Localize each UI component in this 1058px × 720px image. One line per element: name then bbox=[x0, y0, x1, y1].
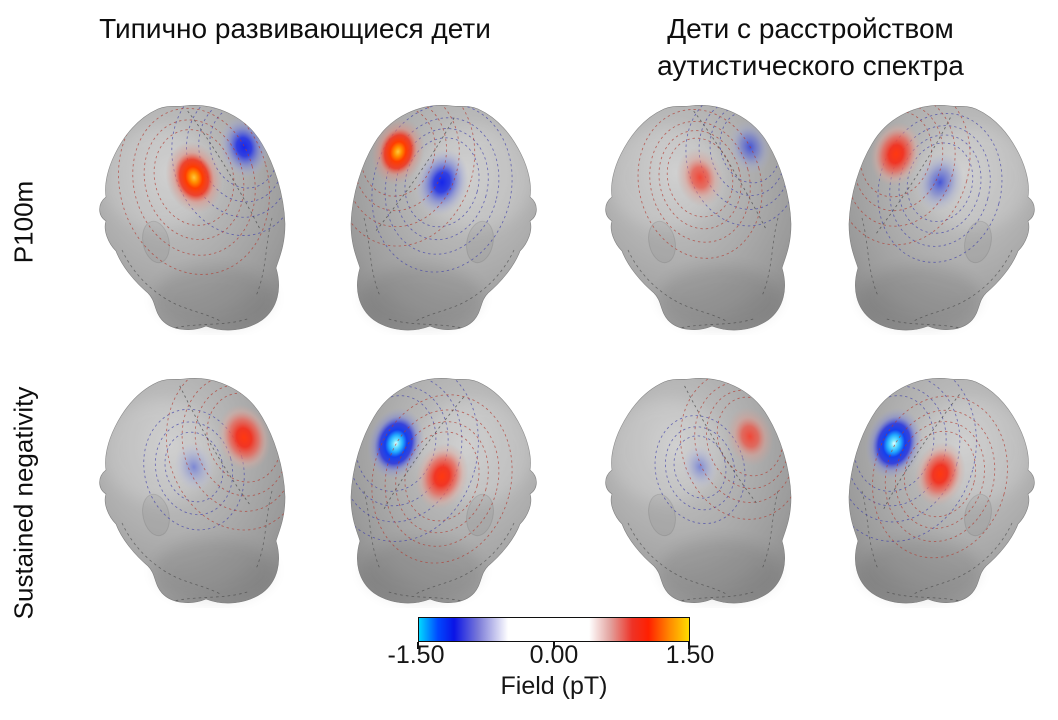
head-map-p100m-asd-left-view bbox=[590, 100, 810, 335]
head-topography-svg bbox=[848, 378, 1035, 604]
colorbar-tick-label-max: 1.50 bbox=[665, 641, 715, 669]
colorbar-axis-label: Field (pT) bbox=[500, 672, 608, 700]
group-header-typically-developing: Типично развивающиеся дети bbox=[99, 13, 491, 44]
colorbar-gradient bbox=[418, 617, 690, 642]
head-topography-svg bbox=[605, 105, 792, 331]
head-topography-svg bbox=[848, 105, 1035, 331]
head-map-p100m-td-right-view bbox=[332, 100, 552, 335]
colorbar-tick-label-zero: 0.00 bbox=[529, 641, 579, 669]
group-header-autism-spectrum: Дети с расстройством аутистического спек… bbox=[657, 13, 964, 81]
head-map-sustained-td-left-view bbox=[84, 373, 304, 608]
colorbar-tick bbox=[417, 642, 419, 649]
head-topography-svg bbox=[350, 105, 537, 331]
colorbar-tick-label-min: -1.50 bbox=[387, 641, 445, 669]
head-topography-svg bbox=[99, 105, 286, 331]
head-map-p100m-asd-right-view bbox=[830, 100, 1050, 335]
row-label-sustained-negativity: Sustained negativity bbox=[8, 386, 39, 620]
row-label-p100m: P100m bbox=[8, 180, 39, 264]
head-map-p100m-td-left-view bbox=[84, 100, 304, 335]
colorbar-tick bbox=[688, 642, 690, 649]
head-topography-svg bbox=[99, 378, 286, 604]
head-topography-svg bbox=[605, 378, 792, 604]
head-map-sustained-td-right-view bbox=[332, 373, 552, 608]
head-topography-svg bbox=[350, 378, 537, 604]
head-map-sustained-asd-left-view bbox=[590, 373, 810, 608]
head-map-sustained-asd-right-view bbox=[830, 373, 1050, 608]
colorbar-tick bbox=[553, 642, 555, 649]
